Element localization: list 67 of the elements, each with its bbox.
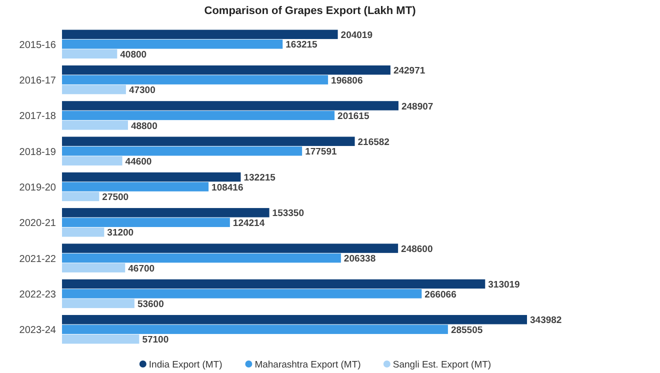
data-label: 206338: [344, 254, 376, 265]
y-tick-label: 2021-22: [19, 254, 56, 265]
data-label: 47300: [128, 85, 156, 96]
data-label: 201615: [338, 111, 370, 122]
bar: [62, 279, 486, 289]
bar: [62, 228, 104, 237]
data-label: 343982: [530, 315, 562, 326]
data-label: 163215: [286, 40, 318, 51]
bar: [62, 40, 283, 49]
data-label: 46700: [128, 263, 155, 274]
data-label: 108416: [212, 182, 244, 194]
bar: [62, 253, 341, 263]
legend-label: Maharashtra Export (MT): [254, 359, 361, 370]
data-label: 204019: [340, 30, 372, 41]
legend-label: Sangli Est. Export (MT): [392, 359, 492, 370]
bar: [62, 263, 126, 272]
data-label: 153350: [272, 208, 304, 220]
bar: [62, 334, 140, 344]
y-tick-label: 2015-16: [19, 40, 56, 51]
data-label: 48800: [130, 120, 158, 132]
legend-label: India Export (MT): [148, 359, 222, 370]
data-label: 248907: [401, 101, 434, 112]
data-label: 177591: [305, 146, 338, 158]
bar: [62, 314, 527, 324]
bar: [62, 65, 390, 75]
bar: [62, 75, 328, 84]
y-tick-label: 2023-24: [19, 325, 56, 336]
data-label: 266066: [424, 289, 456, 300]
data-label: 132215: [244, 172, 276, 184]
bar: [62, 289, 422, 298]
data-label: 248600: [401, 244, 433, 255]
data-label: 44600: [125, 156, 152, 168]
bar: [62, 192, 100, 202]
data-label: 216582: [358, 136, 390, 148]
data-label: 285505: [450, 324, 484, 336]
bar: [62, 182, 209, 192]
y-tick-label: 2018-19: [19, 146, 56, 158]
bar: [62, 156, 122, 166]
bar: [62, 172, 241, 182]
data-label: 124214: [232, 218, 266, 229]
bar: [62, 298, 134, 308]
bar: [62, 244, 398, 253]
bar: [62, 120, 128, 130]
data-label: 313019: [488, 280, 520, 291]
chart-title: Comparison of Grapes Export (Lakh MT): [204, 5, 416, 17]
data-label: 53600: [137, 299, 164, 310]
y-tick-label: 2022-23: [19, 289, 56, 300]
bar: [62, 101, 398, 110]
bar: [62, 136, 355, 146]
data-label: 57100: [142, 334, 169, 346]
bar: [62, 146, 302, 156]
y-tick-label: 2017-18: [19, 111, 56, 122]
data-label: 40800: [120, 49, 147, 60]
bar: [62, 218, 230, 228]
bar: [62, 208, 270, 218]
bar: [62, 30, 338, 40]
y-tick-label: 2020-21: [19, 218, 56, 230]
data-label: 31200: [107, 228, 134, 239]
bar: [62, 84, 126, 94]
y-tick-label: 2016-17: [19, 76, 56, 87]
data-label: 196806: [331, 75, 363, 86]
y-tick-label: 2019-20: [19, 182, 56, 194]
bar: [62, 49, 118, 59]
bar: [62, 110, 335, 120]
data-label: 27500: [102, 192, 129, 204]
bar: [62, 324, 448, 334]
data-label: 242971: [393, 66, 426, 77]
